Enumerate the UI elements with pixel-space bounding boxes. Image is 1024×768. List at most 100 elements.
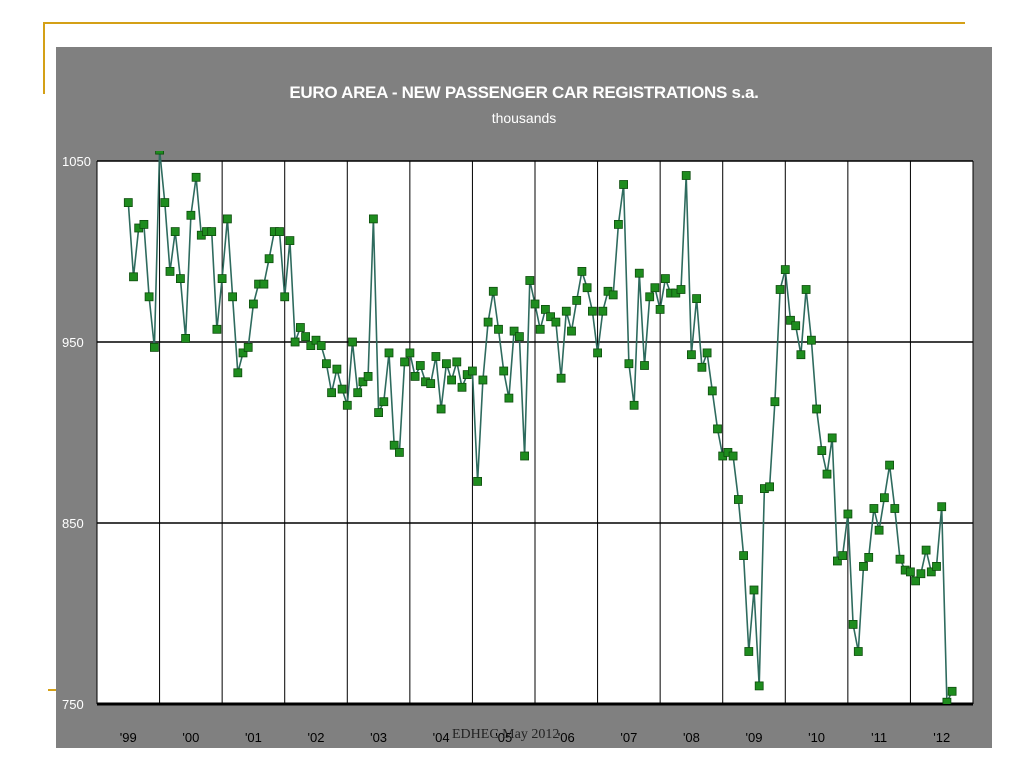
data-point: [734, 495, 743, 504]
x-tick-label: '00: [182, 730, 199, 745]
data-point: [306, 341, 316, 351]
data-point: [149, 342, 159, 352]
data-point: [457, 382, 467, 392]
data-point: [212, 324, 222, 334]
data-point: [311, 335, 321, 345]
data-point: [295, 323, 305, 332]
data-point: [389, 440, 399, 450]
data-point: [280, 292, 290, 302]
data-point: [661, 274, 670, 284]
data-point: [191, 172, 201, 182]
chart-title: EURO AREA - NEW PASSENGER CAR REGISTRATI…: [289, 83, 759, 102]
data-point: [228, 292, 238, 302]
data-point: [494, 324, 503, 334]
data-point: [165, 266, 175, 276]
data-point: [885, 460, 894, 470]
data-point: [275, 227, 284, 237]
data-point: [452, 357, 462, 367]
x-tick-label: '12: [933, 730, 950, 745]
data-point: [859, 562, 868, 571]
data-point: [921, 545, 931, 555]
data-point: [551, 317, 561, 327]
data-point: [775, 285, 785, 294]
data-point: [624, 359, 634, 369]
data-point: [926, 567, 936, 577]
data-point: [368, 214, 378, 224]
data-point: [316, 341, 326, 351]
data-point: [687, 350, 696, 360]
data-point: [728, 451, 738, 461]
data-point: [535, 324, 545, 334]
data-point: [791, 321, 801, 331]
data-point: [374, 408, 384, 418]
data-point: [546, 312, 555, 322]
data-point: [577, 266, 587, 276]
data-point: [447, 375, 457, 385]
data-point: [817, 446, 827, 456]
data-point: [353, 388, 363, 398]
data-point: [478, 375, 488, 385]
data-point: [942, 697, 952, 704]
data-point: [869, 504, 879, 513]
x-tick-label: '04: [433, 730, 450, 745]
data-point: [582, 283, 592, 293]
data-point: [129, 272, 138, 282]
data-point: [181, 333, 191, 343]
data-point: [843, 509, 853, 519]
data-point: [838, 551, 847, 560]
x-tick-label: '05: [495, 730, 512, 745]
data-point: [436, 404, 446, 414]
data-point: [504, 393, 514, 403]
data-point: [285, 236, 295, 246]
data-point: [629, 400, 639, 410]
data-point: [342, 400, 352, 410]
data-point: [301, 332, 311, 342]
x-tick-label: '10: [808, 730, 825, 745]
data-point: [770, 397, 780, 407]
data-point: [499, 366, 509, 376]
x-tick-label: '02: [308, 730, 325, 745]
data-point: [337, 384, 347, 394]
data-point: [290, 337, 300, 347]
data-point: [483, 317, 493, 327]
x-tick-label: '99: [120, 730, 137, 745]
data-point: [384, 348, 394, 358]
y-tick-label: 750: [62, 697, 84, 712]
data-point: [702, 348, 712, 358]
data-point: [217, 274, 227, 284]
data-point: [827, 433, 837, 443]
data-point: [822, 469, 832, 479]
data-point: [363, 371, 373, 381]
y-tick-label: 950: [62, 335, 84, 350]
data-point: [530, 299, 540, 309]
data-point: [400, 357, 410, 367]
data-point: [175, 274, 185, 284]
data-point: [874, 525, 884, 535]
data-point: [853, 647, 863, 656]
data-point: [749, 585, 759, 595]
data-point: [222, 214, 232, 224]
data-point: [155, 151, 165, 155]
data-point: [238, 348, 248, 358]
data-point: [916, 569, 926, 579]
data-point: [807, 335, 816, 345]
data-point: [848, 620, 858, 629]
data-point: [431, 352, 441, 361]
data-point: [588, 306, 597, 316]
x-tick-label: '11: [871, 730, 887, 745]
data-point: [160, 198, 170, 208]
data-point: [358, 377, 368, 387]
data-point: [248, 299, 258, 309]
data-point: [415, 361, 425, 370]
data-point: [801, 285, 811, 294]
data-point: [906, 567, 915, 577]
data-point: [139, 219, 149, 229]
data-point: [207, 227, 217, 237]
y-tick-label: 850: [62, 516, 84, 531]
x-tick-label: '01: [245, 730, 262, 745]
data-point: [321, 359, 331, 369]
x-tick-label: '08: [683, 730, 700, 745]
data-point: [681, 171, 691, 180]
data-point: [572, 295, 582, 305]
data-point: [739, 551, 748, 560]
